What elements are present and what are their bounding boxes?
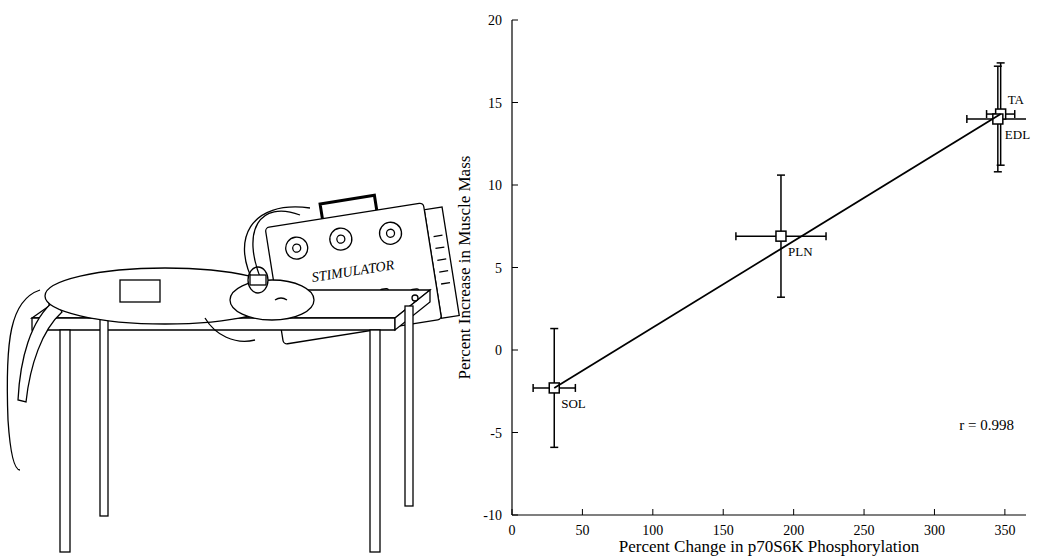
dial <box>284 236 309 261</box>
table-leg <box>100 304 108 516</box>
vent <box>434 235 443 236</box>
plot-area <box>533 63 1026 447</box>
x-tick-label: 50 <box>575 523 589 538</box>
y-tick <box>512 515 518 516</box>
hind-leg <box>18 300 62 402</box>
y-error-bar <box>777 175 785 297</box>
point <box>776 231 786 241</box>
y-tick-label: 0 <box>495 343 502 358</box>
y-axis-title: Percent Increase in Muscle Mass <box>455 156 474 380</box>
y-error-cap <box>777 296 785 298</box>
x-axis-title: Percent Change in p70S6K Phosphorylation <box>619 537 920 556</box>
y-tick-label: 10 <box>488 178 502 193</box>
x-error-cap <box>966 115 968 123</box>
y-tick-label: -10 <box>483 508 502 523</box>
chart: 0 50 100 150 200 250 300 350 -10 -5 0 5 10 15 20 Percen… <box>455 13 1030 556</box>
dial <box>378 221 403 246</box>
x-tick-label: 150 <box>713 523 734 538</box>
x-tick-label: 0 <box>509 523 516 538</box>
x-tick <box>934 509 935 515</box>
dial-knob <box>336 235 345 244</box>
rat-eye <box>275 298 287 300</box>
x-error-cap <box>825 232 827 240</box>
fore-leg <box>205 318 255 341</box>
y-tick-label: 20 <box>488 13 502 28</box>
y-tick-label: -5 <box>490 426 502 441</box>
table-leg <box>60 330 70 552</box>
strap <box>120 280 160 302</box>
x-tick <box>864 509 865 515</box>
y-error-bar <box>994 66 1002 172</box>
x-error-cap <box>986 110 988 118</box>
y-error-cap <box>997 62 1005 64</box>
y-tick-label: 15 <box>488 96 502 111</box>
x-error-cap <box>735 232 737 240</box>
x-tick <box>1004 509 1005 515</box>
page: STIMULATOR 0 50 100 150 200 250 300 350 -10 -5 0 5 10… <box>0 0 1044 560</box>
dial <box>328 227 353 252</box>
rat-head <box>230 280 314 320</box>
wire <box>244 207 310 285</box>
y-tick <box>512 20 518 21</box>
point-labels: SOL PLN TA EDL <box>561 92 1030 411</box>
x-tick <box>582 509 583 515</box>
vent <box>439 271 448 272</box>
point-label: PLN <box>788 244 813 259</box>
table-leg <box>405 306 413 506</box>
y-error-cap <box>550 328 558 330</box>
x-tick-label: 100 <box>642 523 663 538</box>
electrode <box>250 275 266 285</box>
vent <box>437 259 446 260</box>
x-axis-line <box>512 514 1026 515</box>
x-error-cap <box>1014 110 1016 118</box>
x-tick <box>723 509 724 515</box>
x-tick-label: 350 <box>994 523 1015 538</box>
point-label: EDL <box>1005 127 1030 142</box>
table-leg <box>370 330 380 552</box>
screw <box>412 295 418 301</box>
device-label: STIMULATOR <box>311 257 396 285</box>
x-tick-label: 200 <box>783 523 804 538</box>
vent <box>435 247 444 248</box>
dial-knob <box>386 229 395 238</box>
x-tick <box>793 509 794 515</box>
y-tick <box>512 350 518 351</box>
y-error-cap <box>550 447 558 449</box>
x-error-cap <box>532 384 534 392</box>
y-error-cap <box>777 174 785 176</box>
y-error-cap <box>994 171 1002 173</box>
annotation: r = 0.998 <box>959 417 1014 433</box>
x-error-cap <box>575 384 577 392</box>
point-label: TA <box>1008 92 1025 107</box>
y-tick <box>512 267 518 268</box>
wire <box>253 211 300 282</box>
y-tick <box>512 432 518 433</box>
x-tick <box>512 509 513 515</box>
y-error-cap <box>994 65 1002 67</box>
fit-line <box>554 114 1000 388</box>
y-tick <box>512 185 518 186</box>
dial-knob <box>292 244 301 253</box>
x-error-bar <box>736 232 826 240</box>
x-tick <box>652 509 653 515</box>
y-tick-label: 5 <box>495 261 502 276</box>
y-tick <box>512 102 518 103</box>
illustration: STIMULATOR <box>7 185 459 552</box>
vent <box>441 283 450 284</box>
x-tick-label: 250 <box>854 523 875 538</box>
x-tick-label: 300 <box>924 523 945 538</box>
point-label: SOL <box>561 396 586 411</box>
